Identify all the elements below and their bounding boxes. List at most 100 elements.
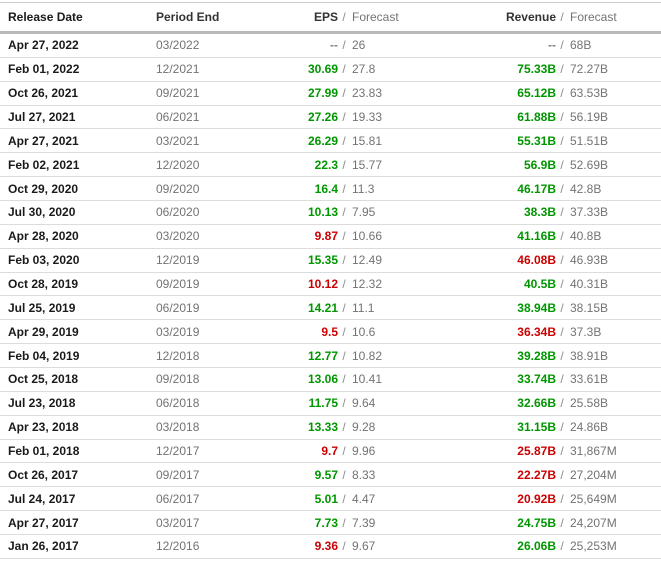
- revenue-actual-value: 61.88B: [517, 110, 556, 124]
- revenue-forecast-value: 24,207M: [570, 515, 617, 530]
- revenue-actual-value: --: [548, 38, 556, 53]
- table-row: Feb 02, 2021 12/2020 22.3 / 15.77 56.9B …: [0, 153, 661, 178]
- revenue-actual-value: 46.17B: [517, 181, 556, 196]
- table-row: Oct 26, 2021 09/2021 27.99 / 23.83 65.12…: [0, 82, 661, 106]
- eps-actual-value: 26.29: [307, 133, 338, 148]
- eps-forecast-value: 8.33: [352, 467, 376, 482]
- eps-forecast-value: 9.28: [352, 420, 376, 435]
- eps-separator: /: [342, 181, 346, 196]
- eps-actual-value: 10.13: [307, 205, 338, 220]
- revenue-separator: /: [560, 110, 564, 124]
- eps-actual-value: --: [330, 38, 338, 53]
- period-end-cell: 03/2020: [156, 229, 200, 244]
- table-row: Feb 04, 2019 12/2018 12.77 / 10.82 39.28…: [0, 344, 661, 369]
- release-date-cell: Jan 26, 2017: [8, 539, 79, 554]
- eps-actual-value: 30.69: [307, 62, 338, 77]
- eps-actual-value: 9.87: [314, 229, 338, 244]
- eps-separator: /: [342, 86, 346, 101]
- revenue-header-separator: /: [560, 10, 564, 24]
- table-row: Jan 26, 2017 12/2016 9.36 / 9.67 26.06B …: [0, 535, 661, 559]
- eps-forecast-value: 11.1: [352, 300, 375, 315]
- eps-actual-value: 9.7: [321, 444, 338, 459]
- revenue-actual-value: 41.16B: [517, 229, 556, 244]
- period-end-cell: 03/2022: [156, 38, 200, 53]
- revenue-separator: /: [560, 157, 564, 172]
- eps-forecast-value: 23.83: [352, 86, 383, 101]
- eps-separator: /: [342, 110, 346, 124]
- revenue-separator: /: [560, 86, 564, 101]
- eps-separator: /: [342, 444, 346, 459]
- period-end-cell: 03/2018: [156, 420, 200, 435]
- eps-header-separator: /: [342, 10, 346, 24]
- eps-separator: /: [342, 300, 346, 315]
- eps-forecast-value: 27.8: [352, 62, 376, 77]
- eps-separator: /: [342, 467, 346, 482]
- revenue-separator: /: [560, 229, 564, 244]
- eps-separator: /: [342, 348, 346, 363]
- release-date-cell: Apr 28, 2020: [8, 229, 79, 244]
- period-end-cell: 09/2017: [156, 467, 200, 482]
- eps-actual-value: 27.99: [307, 86, 338, 101]
- table-row: Apr 27, 2017 03/2017 7.73 / 7.39 24.75B …: [0, 511, 661, 536]
- table-row: Apr 27, 2021 03/2021 26.29 / 15.81 55.31…: [0, 129, 661, 154]
- revenue-separator: /: [560, 181, 564, 196]
- eps-separator: /: [342, 324, 346, 339]
- column-header-eps: EPS: [313, 10, 338, 24]
- table-row: Feb 01, 2022 12/2021 30.69 / 27.8 75.33B…: [0, 58, 661, 82]
- eps-separator: /: [342, 38, 346, 53]
- revenue-separator: /: [560, 300, 564, 315]
- revenue-forecast-value: 42.8B: [570, 181, 602, 196]
- eps-forecast-value: 7.39: [352, 515, 376, 530]
- revenue-separator: /: [560, 277, 564, 292]
- revenue-separator: /: [560, 467, 564, 482]
- eps-separator: /: [342, 253, 346, 268]
- table-row: Jul 30, 2020 06/2020 10.13 / 7.95 38.3B …: [0, 201, 661, 225]
- eps-actual-value: 5.01: [314, 491, 338, 506]
- eps-actual-value: 13.33: [307, 420, 338, 435]
- eps-actual-value: 13.06: [307, 372, 338, 387]
- revenue-separator: /: [560, 539, 564, 554]
- period-end-cell: 09/2021: [156, 86, 200, 101]
- eps-forecast-value: 12.49: [352, 253, 383, 268]
- revenue-actual-value: 75.33B: [517, 62, 556, 77]
- eps-separator: /: [342, 539, 346, 554]
- revenue-forecast-value: 33.61B: [570, 372, 609, 387]
- period-end-cell: 09/2019: [156, 277, 200, 292]
- eps-separator: /: [342, 372, 346, 387]
- release-date-cell: Feb 01, 2018: [8, 444, 80, 459]
- table-row: Jul 24, 2017 06/2017 5.01 / 4.47 20.92B …: [0, 487, 661, 512]
- release-date-cell: Jul 27, 2021: [8, 110, 76, 124]
- table-row: Feb 01, 2018 12/2017 9.7 / 9.96 25.87B /…: [0, 440, 661, 464]
- eps-actual-value: 11.75: [308, 396, 338, 411]
- revenue-actual-value: 40.5B: [523, 277, 556, 292]
- eps-actual-value: 7.73: [314, 515, 338, 530]
- revenue-forecast-value: 38.15B: [570, 300, 609, 315]
- release-date-cell: Apr 23, 2018: [8, 420, 79, 435]
- revenue-forecast-value: 25,253M: [570, 539, 617, 554]
- release-date-cell: Apr 29, 2019: [8, 324, 79, 339]
- revenue-actual-value: 22.27B: [517, 467, 556, 482]
- revenue-separator: /: [560, 420, 564, 435]
- release-date-cell: Oct 26, 2021: [8, 86, 79, 101]
- revenue-forecast-value: 46.93B: [570, 253, 609, 268]
- period-end-cell: 12/2016: [156, 539, 200, 554]
- period-end-cell: 12/2019: [156, 253, 200, 268]
- eps-actual-value: 10.12: [307, 277, 338, 292]
- revenue-forecast-value: 37.3B: [570, 324, 602, 339]
- revenue-forecast-value: 40.31B: [570, 277, 609, 292]
- release-date-cell: Feb 04, 2019: [8, 348, 80, 363]
- release-date-cell: Jul 23, 2018: [8, 396, 76, 411]
- period-end-cell: 12/2018: [156, 348, 200, 363]
- eps-separator: /: [342, 396, 346, 411]
- revenue-forecast-value: 24.86B: [570, 420, 609, 435]
- revenue-forecast-value: 51.51B: [570, 133, 609, 148]
- eps-actual-value: 16.4: [314, 181, 338, 196]
- table-row: Jul 25, 2019 06/2019 14.21 / 11.1 38.94B…: [0, 296, 661, 321]
- revenue-separator: /: [560, 491, 564, 506]
- revenue-separator: /: [560, 205, 564, 220]
- revenue-separator: /: [560, 372, 564, 387]
- eps-actual-value: 27.26: [307, 110, 338, 124]
- eps-actual-value: 14.21: [307, 300, 338, 315]
- revenue-actual-value: 38.94B: [517, 300, 556, 315]
